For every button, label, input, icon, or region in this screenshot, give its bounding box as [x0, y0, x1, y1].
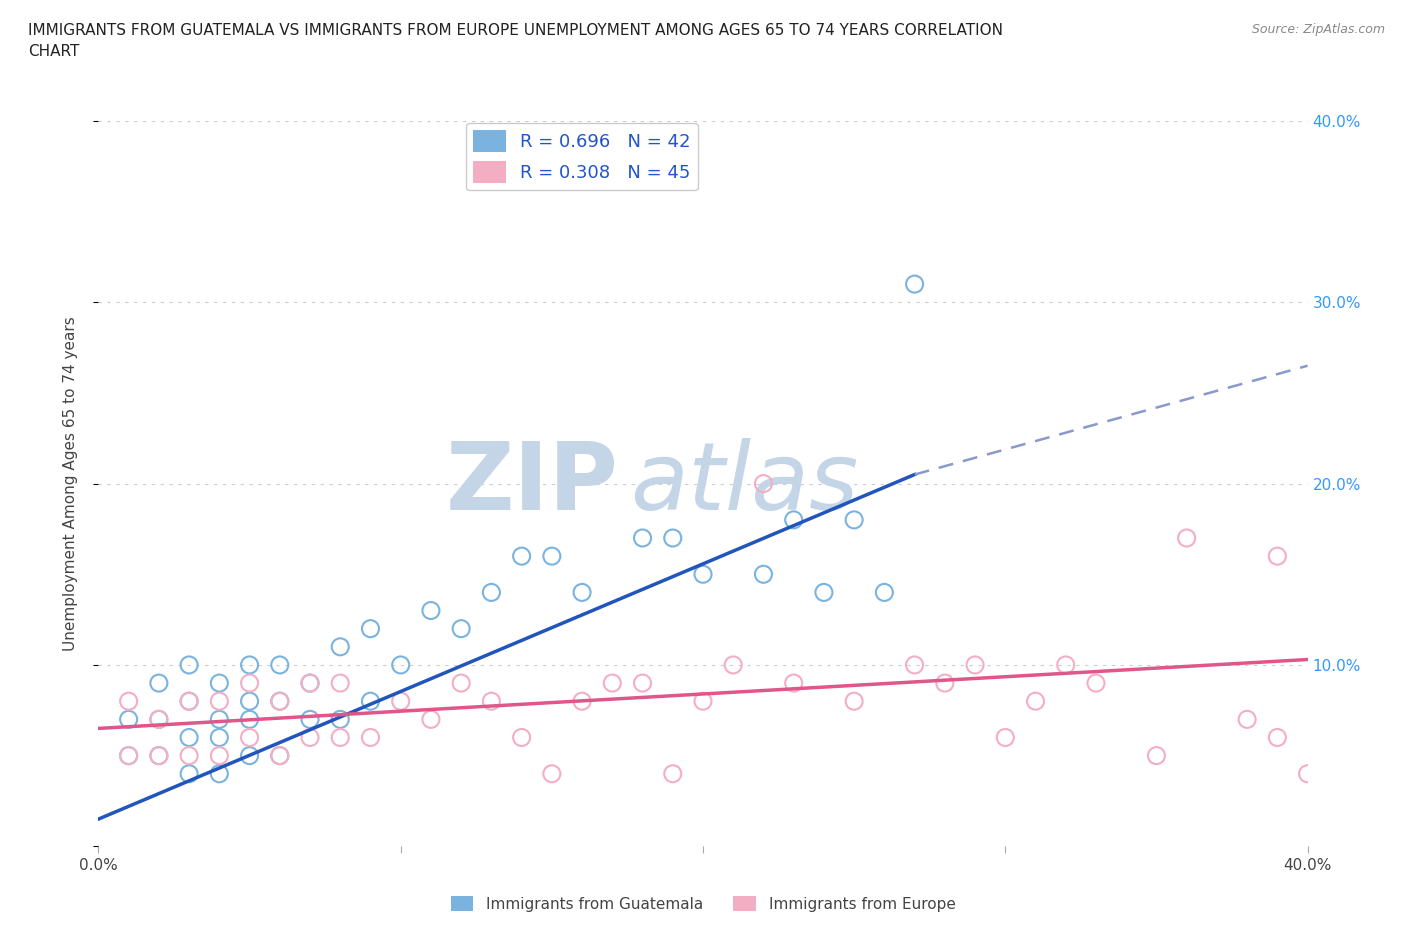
Point [1267, 549, 1289, 564]
Point [420, 604, 443, 618]
Point [692, 694, 714, 709]
Point [329, 712, 352, 727]
Point [208, 748, 231, 763]
Point [1267, 730, 1289, 745]
Point [571, 585, 593, 600]
Point [208, 766, 231, 781]
Point [239, 748, 262, 763]
Point [389, 694, 412, 709]
Point [783, 512, 806, 527]
Point [299, 675, 322, 690]
Point [239, 694, 262, 709]
Point [179, 694, 201, 709]
Text: IMMIGRANTS FROM GUATEMALA VS IMMIGRANTS FROM EUROPE UNEMPLOYMENT AMONG AGES 65 T: IMMIGRANTS FROM GUATEMALA VS IMMIGRANTS … [28, 23, 1002, 60]
Point [752, 476, 775, 491]
Point [329, 730, 352, 745]
Point [752, 567, 775, 582]
Point [420, 712, 443, 727]
Point [118, 694, 141, 709]
Point [571, 694, 593, 709]
Point [1054, 658, 1077, 672]
Point [602, 675, 624, 690]
Point [813, 585, 835, 600]
Point [631, 675, 654, 690]
Point [118, 712, 141, 727]
Point [299, 712, 322, 727]
Point [631, 530, 654, 545]
Text: atlas: atlas [630, 438, 859, 529]
Point [1144, 748, 1167, 763]
Point [269, 658, 291, 672]
Point [481, 694, 503, 709]
Point [904, 277, 927, 292]
Point [904, 658, 927, 672]
Point [692, 567, 714, 582]
Point [148, 675, 170, 690]
Point [239, 712, 262, 727]
Point [510, 730, 533, 745]
Point [994, 730, 1017, 745]
Point [873, 585, 896, 600]
Point [179, 766, 201, 781]
Point [208, 712, 231, 727]
Point [360, 621, 382, 636]
Point [118, 748, 141, 763]
Point [1236, 712, 1258, 727]
Point [450, 621, 472, 636]
Point [269, 748, 291, 763]
Point [1296, 766, 1319, 781]
Point [208, 675, 231, 690]
Point [239, 730, 262, 745]
Point [844, 512, 866, 527]
Point [329, 640, 352, 655]
Point [239, 675, 262, 690]
Point [1175, 530, 1198, 545]
Point [662, 530, 685, 545]
Point [510, 549, 533, 564]
Point [662, 766, 685, 781]
Point [540, 766, 562, 781]
Point [360, 730, 382, 745]
Point [208, 694, 231, 709]
Point [148, 748, 170, 763]
Text: Source: ZipAtlas.com: Source: ZipAtlas.com [1251, 23, 1385, 36]
Point [540, 549, 562, 564]
Point [389, 658, 412, 672]
Point [965, 658, 987, 672]
Legend: Immigrants from Guatemala, Immigrants from Europe: Immigrants from Guatemala, Immigrants fr… [444, 889, 962, 918]
Point [148, 748, 170, 763]
Point [148, 712, 170, 727]
Point [299, 730, 322, 745]
Point [450, 675, 472, 690]
Point [118, 748, 141, 763]
Point [179, 658, 201, 672]
Point [299, 675, 322, 690]
Text: ZIP: ZIP [446, 438, 619, 529]
Point [1085, 675, 1108, 690]
Point [481, 585, 503, 600]
Point [269, 694, 291, 709]
Point [783, 675, 806, 690]
Point [269, 694, 291, 709]
Point [208, 730, 231, 745]
Point [360, 694, 382, 709]
Point [179, 694, 201, 709]
Point [1024, 694, 1046, 709]
Point [723, 658, 745, 672]
Point [148, 712, 170, 727]
Point [179, 748, 201, 763]
Point [239, 658, 262, 672]
Point [269, 748, 291, 763]
Y-axis label: Unemployment Among Ages 65 to 74 years: Unemployment Among Ages 65 to 74 years [63, 316, 77, 651]
Point [844, 694, 866, 709]
Point [934, 675, 956, 690]
Point [329, 675, 352, 690]
Point [179, 730, 201, 745]
Legend: R = 0.696   N = 42, R = 0.308   N = 45: R = 0.696 N = 42, R = 0.308 N = 45 [467, 123, 697, 191]
